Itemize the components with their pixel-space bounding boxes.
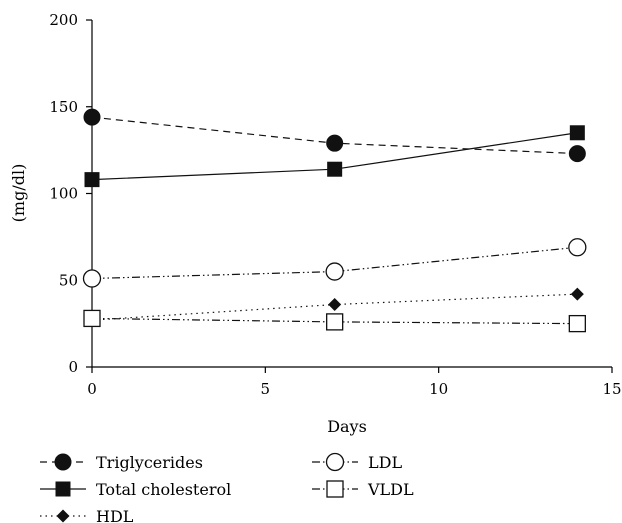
data-point xyxy=(568,238,587,257)
legend-marker xyxy=(325,452,345,472)
data-point xyxy=(84,172,100,188)
legend-item: HDL xyxy=(40,507,134,523)
series-ldl xyxy=(82,238,587,288)
legend-label: VLDL xyxy=(367,480,414,499)
x-axis-label: Days xyxy=(327,417,367,436)
legend-label: Triglycerides xyxy=(96,453,203,472)
data-point xyxy=(569,125,585,141)
data-point xyxy=(328,298,342,312)
legend-label: Total cholesterol xyxy=(96,480,231,499)
legend-marker xyxy=(55,481,71,497)
legend-marker xyxy=(326,480,344,498)
data-point xyxy=(83,108,101,126)
data-point xyxy=(568,145,586,163)
y-tick-label: 200 xyxy=(49,11,78,29)
data-point xyxy=(568,314,586,333)
y-tick-label: 0 xyxy=(68,358,78,376)
series-vldl xyxy=(83,309,586,333)
data-point xyxy=(326,134,344,152)
x-tick-label: 0 xyxy=(87,380,97,398)
data-point xyxy=(326,313,344,331)
data-point xyxy=(83,309,101,328)
legend: Triglycerides Total cholesterol HDL LDL VLDL xyxy=(40,452,414,523)
legend-marker xyxy=(54,453,72,471)
data-point xyxy=(82,269,102,288)
legend-item: Total cholesterol xyxy=(40,480,231,499)
data-point xyxy=(325,262,344,281)
data-point xyxy=(570,287,584,301)
x-tick-label: 5 xyxy=(261,380,271,398)
legend-label: HDL xyxy=(96,507,134,523)
y-axis-label: (mg/dl) xyxy=(9,164,28,223)
series-total-cholesterol xyxy=(84,125,585,188)
legend-marker xyxy=(56,509,70,523)
data-point xyxy=(327,161,343,177)
legend-item: LDL xyxy=(312,452,402,472)
series-layer xyxy=(82,108,587,333)
legend-item: Triglycerides xyxy=(40,453,203,472)
x-tick-label: 10 xyxy=(429,380,448,398)
legend-item: VLDL xyxy=(312,480,414,499)
legend-label: LDL xyxy=(368,453,402,472)
y-tick-label: 50 xyxy=(59,271,78,289)
y-tick-label: 100 xyxy=(49,185,78,203)
y-tick-label: 150 xyxy=(49,98,78,116)
x-tick-label: 15 xyxy=(602,380,621,398)
series-triglycerides xyxy=(83,108,586,163)
